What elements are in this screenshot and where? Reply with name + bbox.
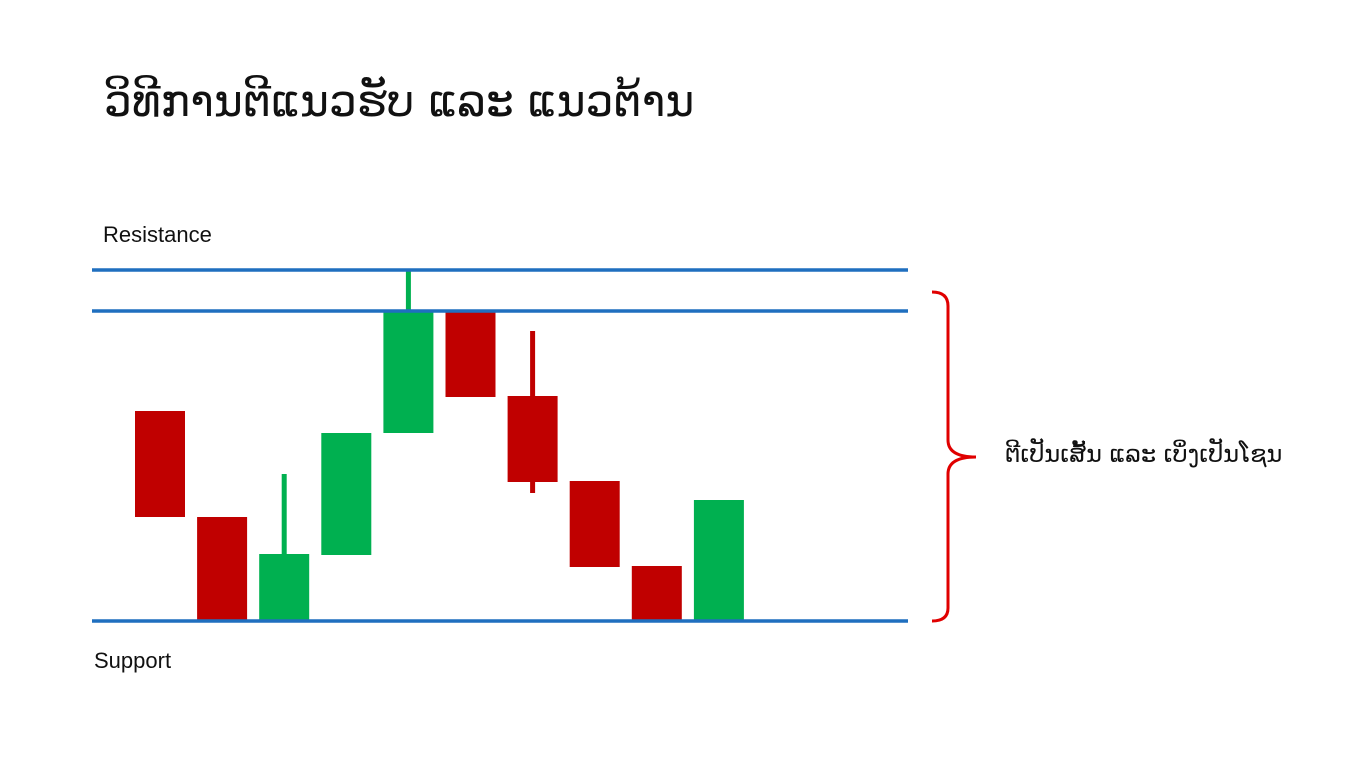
bearish-candle [135,411,185,517]
bullish-candle [383,311,434,433]
slide-title: ວິທີການຕີແນວຮັບ ແລະ ແນວຕ້ານ [104,76,695,127]
resistance-label: Resistance [103,222,212,247]
bullish-candle [693,500,744,621]
support-label: Support [94,648,172,673]
bearish-candle [445,311,496,397]
zone-brace [931,290,977,623]
bullish-candle [321,433,372,555]
bearish-candle [569,481,620,567]
bullish-candle [259,554,310,621]
bearish-candle [631,566,682,621]
candles-layer [135,271,744,621]
levels-layer [92,268,908,623]
candle-wick [281,474,287,621]
bearish-candle [507,396,558,482]
bearish-candle [197,517,248,621]
zone-annotation: ຕີເປັນເສັ້ນ ແລະ ເບິ່ງເປັນໂຊນ [1005,440,1283,468]
